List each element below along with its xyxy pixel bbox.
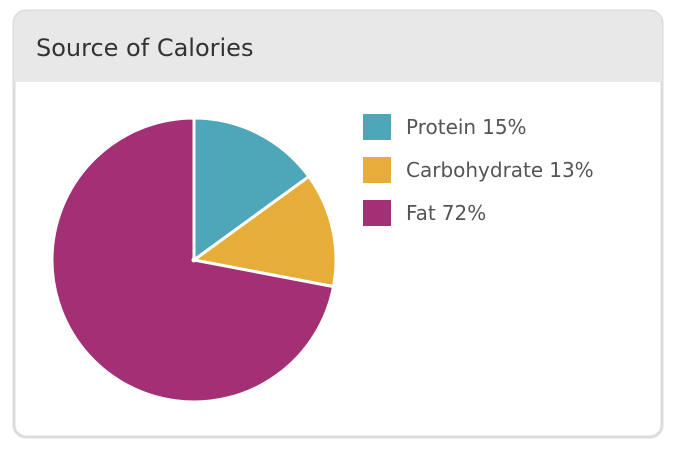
legend-value: 72% <box>442 201 486 225</box>
legend-swatch <box>363 114 391 140</box>
legend: Protein 15% Carbohydrate 13% Fat 72% <box>363 114 594 226</box>
card-header <box>14 11 662 82</box>
chart-title: Source of Calories <box>36 34 253 62</box>
legend-swatch <box>363 157 391 183</box>
pie-slice <box>192 116 311 262</box>
legend-value: 15% <box>482 115 526 139</box>
legend-category: Carbohydrate <box>406 158 543 182</box>
legend-swatch <box>363 200 391 226</box>
legend-label: Fat 72% <box>406 201 486 225</box>
pie <box>50 116 338 404</box>
legend-label: Carbohydrate 13% <box>406 158 594 182</box>
legend-category: Protein <box>406 115 476 139</box>
pie-slice <box>192 175 338 289</box>
legend-category: Fat <box>406 201 436 225</box>
legend-value: 13% <box>549 158 593 182</box>
pie-center <box>191 257 197 263</box>
legend-label: Protein 15% <box>406 115 527 139</box>
